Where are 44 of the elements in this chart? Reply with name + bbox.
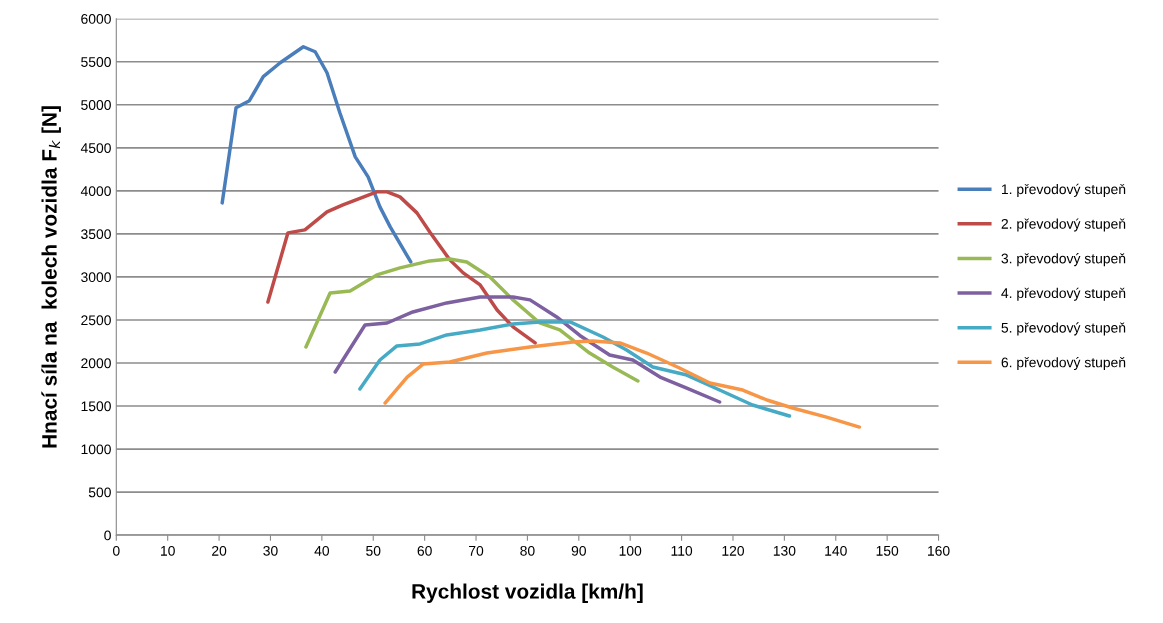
x-axis-title: Rychlost vozidla [km/h] [412, 583, 643, 603]
y-tick-label: 2000 [81, 358, 111, 369]
legend-label: 2. převodový stupeň [1001, 218, 1126, 232]
y-tick-label: 1500 [81, 401, 111, 412]
y-tick-label: 3500 [81, 229, 111, 240]
line-series [304, 257, 640, 383]
x-tick-label: 110 [671, 545, 693, 556]
y-tick-label: 5000 [81, 100, 111, 110]
x-tick-label: 80 [520, 545, 535, 556]
line-series [220, 45, 413, 264]
x-tick-label: 60 [417, 545, 432, 556]
line-series [358, 320, 792, 418]
line-series [383, 339, 862, 429]
line-series [333, 295, 722, 404]
legend-label: 6. převodový stupeň [1001, 356, 1126, 371]
x-tick-label: 40 [314, 545, 330, 556]
x-tick-label: 20 [212, 545, 227, 556]
x-tick-label: 140 [825, 545, 847, 556]
x-tick-label: 150 [876, 545, 899, 556]
x-tick-label: 50 [366, 545, 381, 556]
x-tick-label: 100 [619, 545, 642, 556]
x-tick-label: 30 [263, 545, 278, 556]
x-tick-label: 0 [112, 545, 120, 556]
y-tick-label: 2500 [81, 315, 111, 326]
y-tick-label: 0 [104, 530, 111, 541]
y-tick-label: 3000 [81, 272, 111, 283]
x-tick-label: 70 [469, 545, 484, 556]
y-tick-label: 6000 [81, 14, 111, 24]
x-tick-label: 10 [161, 545, 175, 556]
x-tick-label: 90 [571, 545, 586, 556]
x-tick-label: 130 [773, 545, 796, 556]
legend-label: 4. převodový stupeň [1001, 287, 1126, 301]
y-tick-label: 500 [88, 487, 111, 498]
y-tick-label: 1000 [81, 444, 111, 455]
legend-label: 3. převodový stupeň [1001, 253, 1126, 267]
line-series [266, 190, 537, 345]
y-tick-label: 4000 [80, 186, 111, 197]
y-tick-label: 4500 [80, 143, 111, 153]
legend-label: 5. převodový stupeň [1001, 322, 1126, 336]
y-tick-label: 5500 [81, 57, 111, 67]
x-tick-label: 160 [928, 545, 950, 556]
x-tick-label: 120 [722, 545, 745, 556]
legend-label: 1. převodový stupeň [1001, 183, 1126, 197]
y-axis-title: Hnací síla na kolech vozidla F$_{k}$ [N] [41, 106, 61, 448]
